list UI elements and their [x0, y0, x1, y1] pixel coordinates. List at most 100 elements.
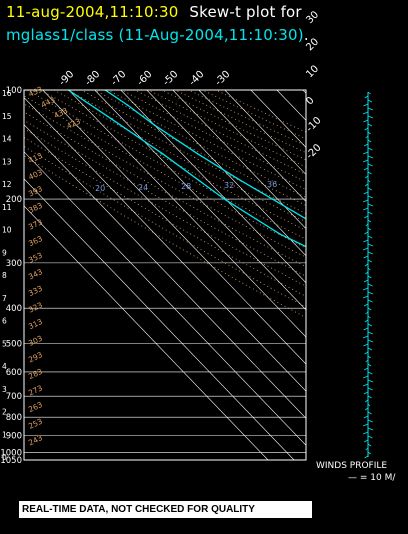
isotherm-line — [24, 178, 295, 460]
wind-barb — [364, 455, 369, 459]
dewpoint-trace — [67, 90, 306, 248]
dry-adiabat-label: 273 — [27, 383, 44, 397]
dry-adiabat-label: 303 — [27, 334, 44, 348]
wind-barb — [367, 259, 373, 263]
dry-adiabat-label: 343 — [27, 267, 44, 281]
plot-area — [24, 90, 408, 460]
isotherm-line — [24, 124, 306, 419]
wind-barb — [367, 451, 371, 455]
wind-barb — [362, 247, 369, 251]
height-tick-label: 6 — [2, 317, 7, 326]
wind-barb — [362, 295, 369, 299]
wind-barb — [367, 219, 372, 223]
pressure-tick-label: 1050 — [0, 456, 22, 466]
dry-adiabat — [94, 90, 306, 198]
wind-barb — [367, 403, 371, 407]
isotherm-label: -40 — [187, 69, 206, 88]
wind-barb — [362, 335, 369, 339]
wind-barb — [363, 415, 369, 419]
wind-barb — [362, 111, 369, 115]
station-name: mglass1/class — [6, 26, 114, 44]
wind-barb — [367, 315, 371, 319]
pressure-tick-label: 700 — [6, 392, 22, 402]
wind-barb — [367, 195, 373, 199]
pressure-tick-label: 300 — [6, 259, 22, 269]
wind-barb — [367, 411, 372, 415]
height-tick-label: 4 — [2, 362, 7, 371]
isotherm-line — [172, 90, 306, 230]
quality-warning-banner: REAL-TIME DATA, NOT CHECKED FOR QUALITY — [19, 501, 312, 518]
temperature-point — [126, 104, 129, 106]
wind-barb — [364, 231, 369, 235]
isotherm-line — [24, 97, 306, 392]
wind-barb — [364, 215, 369, 219]
wind-barb — [367, 171, 372, 175]
wind-barb — [367, 267, 371, 271]
isotherm-label: -30 — [213, 69, 232, 88]
pressure-tick-label: 1000 — [0, 448, 22, 458]
wind-barb — [364, 127, 369, 131]
wind-barb — [367, 379, 374, 383]
isotherm-line — [120, 90, 306, 284]
dry-adiabat — [24, 111, 306, 268]
wind-barb — [367, 275, 372, 279]
height-tick-label: 7 — [2, 294, 7, 303]
isotherm-label: -60 — [135, 69, 154, 88]
dry-adiabat-label: 323 — [27, 300, 44, 314]
plot-frame — [23, 89, 307, 461]
wind-barb — [367, 347, 373, 351]
wind-barb — [367, 203, 374, 207]
dewpoint-point — [160, 153, 163, 155]
wind-barb — [363, 167, 369, 171]
dewpoint-point — [397, 307, 399, 309]
isotherm-label: -80 — [83, 69, 102, 88]
dry-adiabat-label: 293 — [27, 350, 44, 364]
height-tick-label: 5 — [2, 339, 7, 348]
wind-barb — [363, 207, 369, 211]
wind-barb — [367, 339, 374, 343]
isotherm-line — [94, 90, 306, 311]
height-tick-label: 12 — [2, 180, 12, 189]
isotherm-label: -50 — [161, 69, 180, 88]
height-tick-label: 0 — [2, 453, 7, 462]
isotherm-label: 30 — [304, 9, 321, 26]
winds-profile — [362, 91, 374, 459]
isotherm-label: -90 — [57, 69, 76, 88]
dry-adiabat — [175, 90, 306, 154]
temperature-point — [382, 262, 384, 264]
isotherm-label: -70 — [109, 69, 128, 88]
wind-barb — [367, 435, 373, 439]
dry-adiabat — [202, 90, 306, 140]
wind-barb — [365, 135, 369, 139]
isotherm-line — [381, 90, 408, 460]
wind-barb — [367, 331, 373, 335]
pressure-tick-label: 100 — [6, 86, 22, 96]
wind-barb — [362, 287, 369, 291]
dry-adiabat — [24, 103, 306, 258]
wind-barb — [365, 271, 369, 275]
isotherm-line — [42, 90, 306, 365]
isotherm-label: 20 — [304, 36, 321, 53]
wind-barb — [365, 311, 369, 315]
isotherm-line — [146, 90, 306, 257]
height-tick-label: 2 — [2, 408, 7, 417]
title-line-2: mglass1/class (11-Aug-2004,11:10:30). — [6, 26, 309, 44]
temperature-point — [331, 233, 333, 235]
wind-barb — [363, 255, 369, 259]
wind-barb — [365, 175, 369, 179]
title-line-1: 11-aug-2004,11:10:30 Skew-t plot for — [6, 3, 302, 21]
title-period: . — [303, 26, 309, 44]
height-tick-label: 9 — [2, 248, 7, 257]
wind-barb — [364, 399, 369, 403]
wind-barb — [367, 243, 374, 247]
isotherm-line — [24, 151, 306, 446]
wind-barb — [367, 107, 374, 111]
wind-barb — [367, 147, 373, 151]
wind-barb — [367, 291, 374, 295]
wind-barb — [364, 95, 369, 99]
isotherm-line — [355, 90, 408, 460]
isotherm-line — [250, 90, 306, 148]
dry-adiabat-label: 333 — [27, 284, 44, 298]
wind-barb — [364, 183, 369, 187]
wind-barb — [363, 103, 369, 107]
